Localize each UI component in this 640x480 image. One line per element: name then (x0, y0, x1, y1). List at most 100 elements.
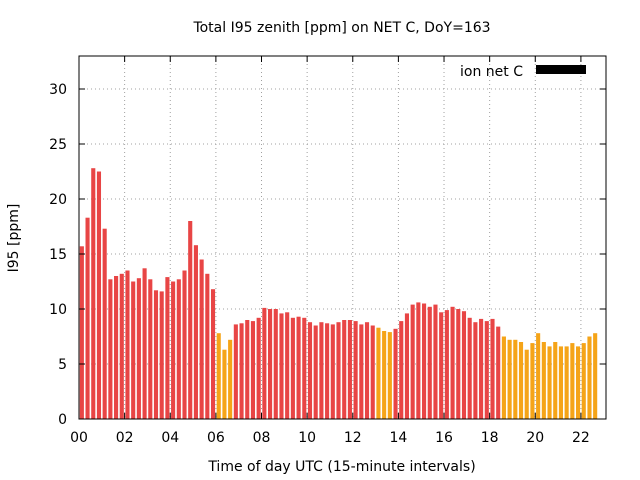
bar (547, 346, 552, 419)
bar (96, 171, 102, 419)
bar (148, 279, 153, 419)
bar (570, 343, 575, 419)
bar (165, 277, 170, 419)
bar (210, 289, 216, 419)
bar (553, 342, 558, 419)
x-tick-label: 22 (572, 430, 590, 446)
bar (250, 321, 256, 419)
bar (131, 281, 136, 419)
bar (296, 316, 301, 419)
bar (256, 317, 261, 419)
bar (456, 309, 461, 419)
bar (91, 168, 96, 419)
bar (171, 281, 176, 419)
x-tick-label: 20 (526, 430, 544, 446)
bar (319, 322, 324, 419)
bar (307, 322, 313, 419)
bar (530, 343, 535, 419)
bar (353, 321, 358, 419)
bar (444, 310, 449, 419)
legend-swatch (536, 65, 586, 74)
x-tick-label: 18 (481, 430, 499, 446)
bar (404, 313, 410, 419)
bar (79, 246, 84, 419)
bar (416, 302, 421, 419)
bar (410, 304, 415, 419)
bar (496, 326, 501, 419)
bar (85, 217, 90, 419)
bar (524, 349, 529, 419)
x-axis-label: Time of day UTC (15-minute intervals) (207, 459, 475, 475)
x-tick-label: 14 (389, 430, 407, 446)
bar (593, 333, 598, 419)
bar (461, 311, 467, 419)
bar (313, 325, 318, 419)
y-axis-label: I95 [ppm] (6, 204, 22, 273)
bar (153, 290, 159, 419)
x-tick-label: 00 (70, 430, 88, 446)
bar (119, 273, 124, 419)
bar (399, 321, 404, 419)
bar (228, 339, 233, 419)
bar (182, 270, 187, 419)
bar (439, 312, 444, 419)
bar (222, 349, 227, 419)
x-tick-label: 08 (253, 430, 271, 446)
bar (125, 270, 130, 419)
bar (347, 320, 352, 419)
bar (245, 320, 250, 419)
x-tick-label: 16 (435, 430, 453, 446)
bar (382, 331, 387, 419)
bar (342, 320, 347, 419)
bar (507, 339, 512, 419)
bar (159, 291, 164, 419)
bar (587, 336, 592, 419)
bar (359, 324, 364, 419)
y-tick-label: 15 (49, 247, 67, 263)
bar (427, 306, 432, 419)
bar (216, 333, 221, 419)
bar (199, 259, 204, 419)
bar (393, 328, 398, 419)
bar (541, 342, 546, 419)
legend: ion net C (460, 64, 586, 80)
bar (142, 268, 147, 419)
bar (176, 279, 181, 419)
bar (205, 273, 210, 419)
bar (114, 276, 119, 419)
bar (490, 318, 495, 419)
bar (364, 322, 370, 419)
bar (513, 339, 518, 419)
y-tick-label: 30 (49, 82, 67, 98)
legend-label: ion net C (460, 64, 523, 80)
bar (108, 279, 113, 419)
bar (433, 304, 438, 419)
bar (467, 317, 472, 419)
x-tick-label: 06 (207, 430, 225, 446)
bar (193, 245, 198, 419)
bar (536, 333, 541, 419)
bar (484, 321, 489, 419)
plot-frame (78, 55, 607, 420)
bar (422, 303, 427, 419)
x-tick-label: 04 (161, 430, 179, 446)
y-tick-label: 10 (49, 302, 67, 318)
bar (268, 309, 273, 419)
chart-title: Total I95 zenith [ppm] on NET C, DoY=163 (192, 20, 490, 36)
x-tick-label: 02 (116, 430, 134, 446)
y-axis: 0 5 10 15 20 25 30 (49, 82, 606, 428)
bar (290, 317, 295, 419)
bar (102, 228, 107, 419)
bar (387, 332, 392, 419)
x-tick-label: 10 (298, 430, 316, 446)
bar (279, 313, 284, 419)
x-tick-label: 12 (344, 430, 362, 446)
bar (262, 307, 267, 419)
y-tick-label: 25 (49, 137, 67, 153)
y-tick-label: 20 (49, 192, 67, 208)
bar (479, 318, 484, 419)
bar (370, 325, 375, 419)
bar (302, 317, 307, 419)
bar (233, 324, 238, 419)
bar (473, 322, 478, 419)
